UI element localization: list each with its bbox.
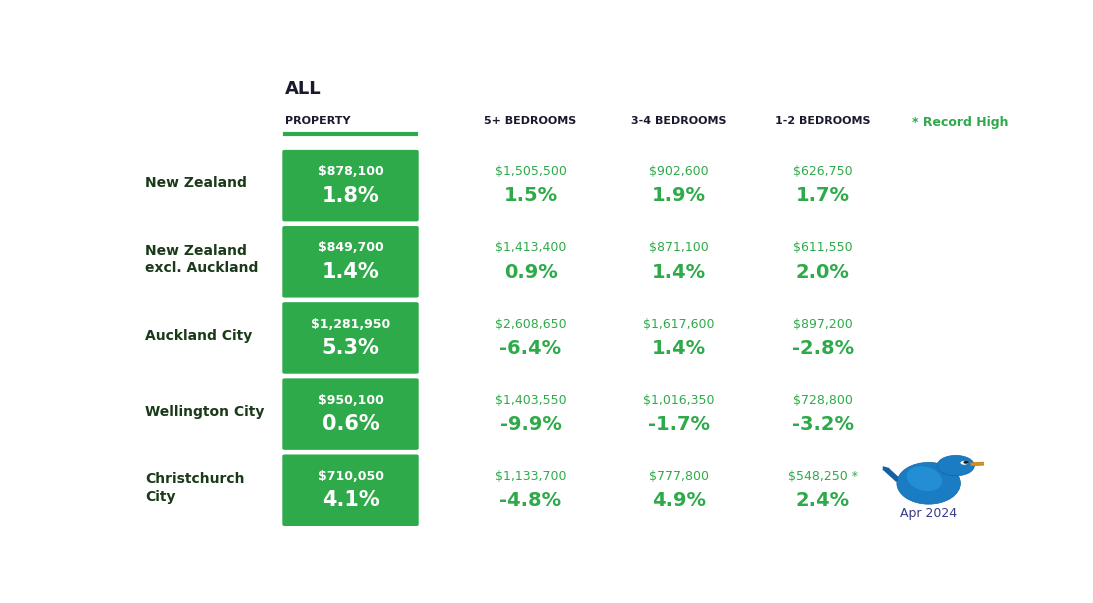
- Text: $950,100: $950,100: [318, 394, 384, 406]
- Text: $548,250 *: $548,250 *: [788, 470, 858, 483]
- Text: $2,608,650: $2,608,650: [495, 318, 566, 330]
- Text: $710,050: $710,050: [317, 470, 384, 483]
- Text: $1,133,700: $1,133,700: [495, 470, 566, 483]
- Text: $902,600: $902,600: [649, 165, 708, 178]
- Text: -9.9%: -9.9%: [500, 415, 562, 434]
- Text: $1,403,550: $1,403,550: [495, 394, 566, 406]
- Text: 1.8%: 1.8%: [321, 186, 379, 206]
- Text: 1.4%: 1.4%: [651, 262, 706, 282]
- Text: 4.9%: 4.9%: [651, 491, 706, 510]
- Text: * Record High: * Record High: [912, 116, 1008, 130]
- Circle shape: [963, 461, 968, 464]
- Circle shape: [960, 461, 968, 465]
- Text: New Zealand: New Zealand: [145, 176, 247, 191]
- Text: 1.4%: 1.4%: [651, 339, 706, 358]
- Text: New Zealand
excl. Auckland: New Zealand excl. Auckland: [145, 244, 258, 275]
- Text: Christchurch
City: Christchurch City: [145, 472, 245, 504]
- Text: $871,100: $871,100: [649, 241, 708, 254]
- Text: 0.9%: 0.9%: [504, 262, 557, 282]
- Circle shape: [937, 455, 974, 476]
- Text: 1.7%: 1.7%: [796, 186, 849, 206]
- Text: $1,016,350: $1,016,350: [643, 394, 715, 406]
- Text: 4.1%: 4.1%: [321, 490, 379, 511]
- Text: -6.4%: -6.4%: [500, 339, 562, 358]
- Text: -4.8%: -4.8%: [500, 491, 562, 510]
- Text: $626,750: $626,750: [792, 165, 853, 178]
- Text: Auckland City: Auckland City: [145, 329, 252, 343]
- Text: 1.9%: 1.9%: [651, 186, 706, 206]
- Text: 5.3%: 5.3%: [321, 338, 379, 358]
- Text: $897,200: $897,200: [792, 318, 853, 330]
- Text: $878,100: $878,100: [318, 165, 384, 178]
- Text: Wellington City: Wellington City: [145, 405, 265, 418]
- Ellipse shape: [897, 463, 961, 504]
- FancyArrow shape: [971, 462, 997, 466]
- Text: $1,281,950: $1,281,950: [310, 318, 390, 330]
- FancyBboxPatch shape: [282, 302, 419, 374]
- Text: 2.0%: 2.0%: [796, 262, 849, 282]
- FancyBboxPatch shape: [282, 378, 419, 450]
- Text: Apr 2024: Apr 2024: [900, 507, 957, 520]
- Text: -3.2%: -3.2%: [791, 415, 854, 434]
- Text: $777,800: $777,800: [649, 470, 708, 483]
- Text: 3-4 BEDROOMS: 3-4 BEDROOMS: [631, 116, 727, 127]
- Text: 5+ BEDROOMS: 5+ BEDROOMS: [484, 116, 577, 127]
- FancyArrow shape: [883, 466, 902, 482]
- FancyBboxPatch shape: [282, 455, 419, 526]
- Text: $1,617,600: $1,617,600: [643, 318, 715, 330]
- Text: 1.4%: 1.4%: [321, 262, 379, 282]
- Text: -1.7%: -1.7%: [648, 415, 709, 434]
- FancyBboxPatch shape: [282, 150, 419, 221]
- Ellipse shape: [906, 466, 942, 491]
- FancyBboxPatch shape: [282, 226, 419, 297]
- Text: PROPERTY: PROPERTY: [285, 116, 351, 127]
- Text: $611,550: $611,550: [792, 241, 853, 254]
- Text: 1.5%: 1.5%: [504, 186, 557, 206]
- Text: $728,800: $728,800: [792, 394, 853, 406]
- Text: $1,413,400: $1,413,400: [495, 241, 566, 254]
- Text: -2.8%: -2.8%: [791, 339, 854, 358]
- Text: 1-2 BEDROOMS: 1-2 BEDROOMS: [775, 116, 870, 127]
- Text: $849,700: $849,700: [318, 241, 384, 254]
- Text: $1,505,500: $1,505,500: [494, 165, 566, 178]
- Text: ALL: ALL: [285, 80, 321, 98]
- Text: 2.4%: 2.4%: [796, 491, 850, 510]
- Text: 0.6%: 0.6%: [321, 414, 379, 434]
